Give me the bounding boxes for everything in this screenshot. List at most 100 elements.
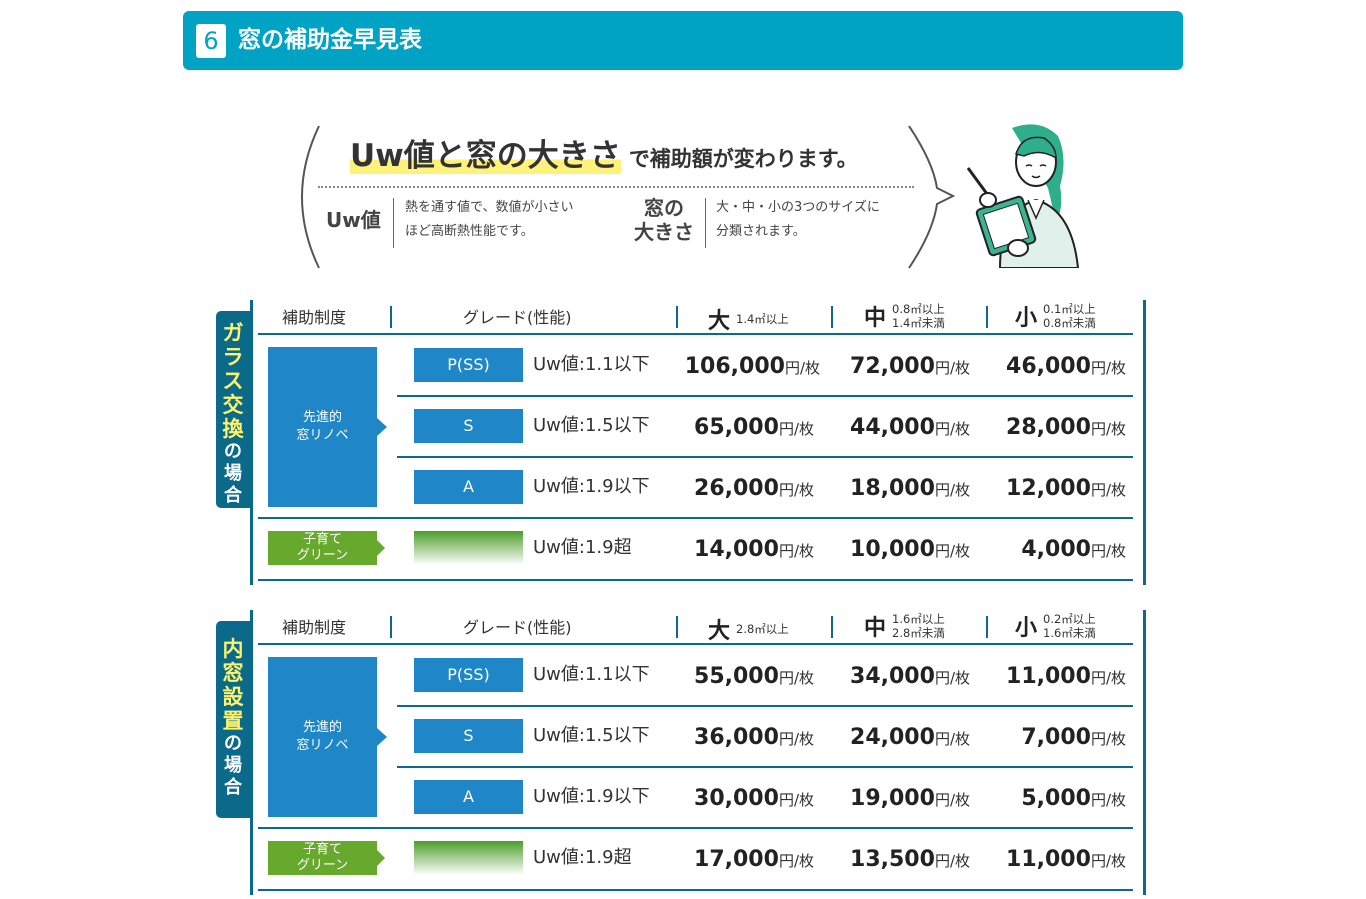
table-right-border	[1143, 300, 1146, 585]
header-grade: グレード(性能)	[463, 308, 572, 327]
uw-value: Uw値:1.9超	[533, 537, 632, 558]
sidebar-char: 場	[224, 755, 242, 776]
uw-value: Uw値:1.9以下	[533, 476, 650, 497]
grade-none-gradient	[414, 531, 523, 565]
price-medium: 10,000円/枚	[850, 537, 970, 562]
price-small: 28,000円/枚	[1006, 415, 1126, 440]
woman-with-clipboard-illustration	[960, 118, 1085, 269]
sidebar-char: 内	[222, 637, 244, 661]
system-green-box: 子育て グリーン	[268, 531, 385, 565]
sidebar-char: ガ	[222, 321, 244, 345]
bubble-headline: Uw値と窓の大きさ で補助額が変わります。	[350, 136, 858, 181]
sidebar-char: 場	[224, 463, 242, 484]
sidebar-char: 合	[224, 485, 242, 506]
size-term-line2: 大きさ	[634, 220, 694, 244]
price-small: 5,000円/枚	[1021, 786, 1126, 811]
price-large: 30,000円/枚	[694, 786, 814, 811]
uw-value: Uw値:1.9超	[533, 847, 632, 868]
price-small: 4,000円/枚	[1021, 537, 1126, 562]
header-separator	[831, 616, 833, 638]
size-small-label: 小	[1015, 306, 1038, 331]
grade-s: S	[414, 409, 523, 443]
price-large: 36,000円/枚	[694, 725, 814, 750]
size-term-line1: 窓の	[644, 196, 684, 220]
arrow-right-icon	[377, 540, 385, 556]
size-desc-line2: 分類されます。	[716, 224, 806, 239]
dotted-divider	[318, 186, 914, 188]
arrow-right-icon	[377, 728, 387, 746]
sidebar-char: の	[224, 441, 242, 462]
sidebar-char: 窓	[222, 661, 244, 685]
header-system: 補助制度	[282, 618, 347, 637]
size-separator	[705, 198, 706, 248]
header-separator	[986, 306, 988, 328]
header-separator	[986, 616, 988, 638]
price-small: 12,000円/枚	[1006, 476, 1126, 501]
system-blue-line2: 窓リノベ	[296, 738, 349, 753]
arrow-right-icon	[377, 418, 387, 436]
uw-value: Uw値:1.1以下	[533, 354, 650, 375]
size-medium-label: 中	[864, 616, 887, 641]
grade-a: A	[414, 780, 523, 814]
header-medium: 中 0.8㎡以上 1.4㎡未満	[864, 300, 945, 332]
header-separator	[390, 616, 392, 638]
sidebar-label: ガ ラ ス 交 換 の 場 合	[216, 321, 250, 507]
sidebar-char: 置	[222, 709, 244, 733]
header-grade: グレード(性能)	[463, 618, 572, 637]
header-small: 小 0.2㎡以上 1.6㎡未満	[1015, 610, 1096, 642]
price-large: 14,000円/枚	[694, 537, 814, 562]
inner-window-sidebar: 内 窓 設 置 の 場 合	[216, 621, 250, 818]
section-title: 窓の補助金早見表	[238, 27, 422, 53]
size-medium-label: 中	[864, 306, 887, 331]
price-medium: 72,000円/枚	[850, 354, 970, 379]
price-large: 55,000円/枚	[694, 664, 814, 689]
grade-s: S	[414, 719, 523, 753]
header-underline	[258, 643, 1133, 645]
header-system: 補助制度	[282, 308, 347, 327]
price-medium: 18,000円/枚	[850, 476, 970, 501]
row-divider	[258, 827, 1133, 829]
header-separator	[831, 306, 833, 328]
system-blue-box: 先進的 窓リノベ	[268, 347, 387, 507]
price-large: 106,000円/枚	[684, 354, 820, 379]
uw-desc-line1: 熱を通す値で、数値が小さい	[405, 200, 574, 215]
table-bottom-line	[258, 889, 1133, 891]
system-blue-box: 先進的 窓リノベ	[268, 657, 387, 817]
sidebar-char: 交	[222, 393, 244, 417]
uw-separator	[393, 198, 394, 248]
size-large-range: 1.4㎡以上	[736, 312, 789, 326]
price-small: 7,000円/枚	[1021, 725, 1126, 750]
system-green-line2: グリーン	[296, 858, 349, 873]
size-large-range: 2.8㎡以上	[736, 622, 789, 636]
uw-value: Uw値:1.5以下	[533, 415, 650, 436]
price-large: 26,000円/枚	[694, 476, 814, 501]
header-separator	[390, 306, 392, 328]
size-medium-range: 1.6㎡以上 2.8㎡未満	[892, 612, 945, 640]
row-divider	[397, 395, 1133, 397]
glass-replacement-sidebar: ガ ラ ス 交 換 の 場 合	[216, 311, 250, 508]
system-green-box: 子育て グリーン	[268, 841, 385, 875]
grade-none-gradient	[414, 841, 523, 875]
size-small-range: 0.1㎡以上 0.8㎡未満	[1043, 302, 1096, 330]
table-bottom-line	[258, 579, 1133, 581]
table-right-border	[1143, 610, 1146, 895]
row-divider	[397, 456, 1133, 458]
system-green-line2: グリーン	[296, 548, 349, 563]
system-green-line1: 子育て	[302, 532, 342, 547]
price-small: 46,000円/枚	[1006, 354, 1126, 379]
speech-bubble	[285, 122, 955, 272]
sidebar-char: ス	[222, 369, 244, 393]
price-small: 11,000円/枚	[1006, 664, 1126, 689]
sidebar-char: 合	[224, 777, 242, 798]
uw-desc-line2: ほど高断熱性能です。	[405, 224, 534, 239]
header-large: 大 2.8㎡以上	[708, 613, 789, 645]
price-medium: 34,000円/枚	[850, 664, 970, 689]
sidebar-char: 換	[222, 417, 244, 441]
row-divider	[397, 705, 1133, 707]
sidebar-char: ラ	[222, 345, 244, 369]
grade-pss: P(SS)	[414, 348, 523, 382]
header-underline	[258, 333, 1133, 335]
uw-term: Uw値	[326, 208, 381, 232]
price-medium: 19,000円/枚	[850, 786, 970, 811]
headline-rest: で補助額が変わります。	[628, 147, 858, 171]
